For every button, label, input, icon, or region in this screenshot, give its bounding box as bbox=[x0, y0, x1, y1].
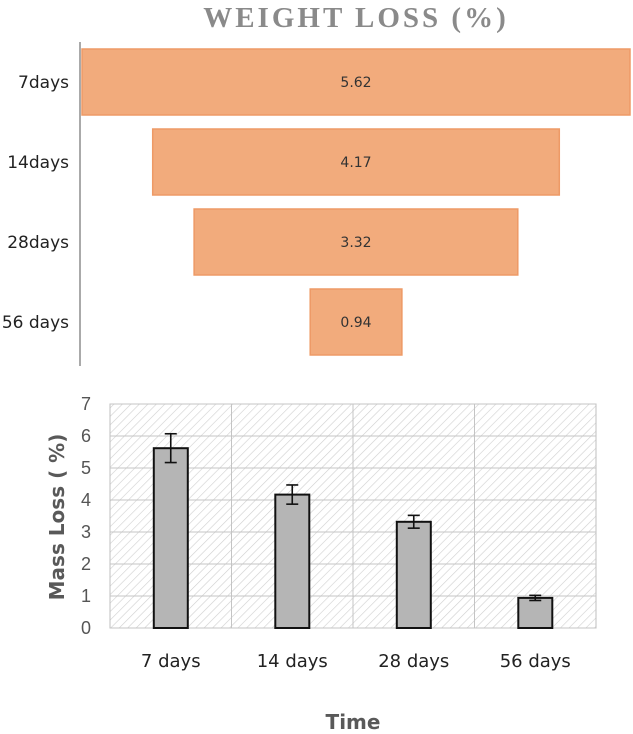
funnel-bar bbox=[309, 288, 403, 356]
x-tick-label: 14 days bbox=[257, 651, 328, 672]
funnel-category-label: 14days bbox=[7, 153, 69, 173]
funnel-title: WEIGHT LOSS (%) bbox=[203, 2, 509, 34]
x-tick-label: 7 days bbox=[141, 651, 201, 672]
funnel-bar bbox=[193, 208, 519, 276]
mass-loss-chart: 0 1 2 3 4 5 6 7 7 days 14 days 28 days 56 days Mas… bbox=[45, 394, 597, 734]
bar bbox=[395, 520, 432, 629]
y-axis-label: Mass Loss ( %) bbox=[45, 434, 69, 601]
funnel-bar bbox=[81, 48, 631, 116]
funnel-category-label: 7days bbox=[18, 73, 69, 93]
x-tick-label: 56 days bbox=[500, 651, 571, 672]
y-tick-labels: 0 1 2 3 4 5 6 7 bbox=[81, 394, 91, 638]
funnel-value-label: 5.62 bbox=[340, 75, 371, 91]
bars bbox=[152, 432, 554, 630]
funnel-chart: WEIGHT LOSS (%) 5.62 7days 4.17 14days 3.32 2… bbox=[2, 2, 631, 366]
funnel-bars: 5.62 7days 4.17 14days 3.32 28days 0.94 56 days bbox=[2, 48, 631, 356]
funnel-value-label: 4.17 bbox=[340, 155, 371, 171]
bar bbox=[517, 596, 554, 630]
bar bbox=[274, 493, 311, 629]
funnel-category-label: 28days bbox=[7, 233, 69, 253]
funnel-bar bbox=[151, 128, 561, 196]
y-tick-label: 2 bbox=[81, 554, 91, 574]
funnel-category-label: 56 days bbox=[2, 313, 69, 333]
y-tick-label: 6 bbox=[81, 426, 91, 446]
y-tick-label: 7 bbox=[81, 394, 91, 414]
y-tick-label: 3 bbox=[81, 522, 91, 542]
y-tick-label: 1 bbox=[81, 586, 91, 606]
y-tick-label: 5 bbox=[81, 458, 91, 478]
x-axis-label: Time bbox=[326, 710, 381, 734]
funnel-value-label: 0.94 bbox=[340, 315, 371, 331]
x-tick-labels: 7 days 14 days 28 days 56 days bbox=[141, 651, 571, 672]
funnel-value-label: 3.32 bbox=[340, 235, 371, 251]
x-tick-label: 28 days bbox=[378, 651, 449, 672]
gridlines bbox=[110, 403, 596, 629]
y-tick-label: 4 bbox=[81, 490, 91, 510]
bar bbox=[152, 447, 189, 630]
y-tick-label: 0 bbox=[81, 618, 91, 638]
